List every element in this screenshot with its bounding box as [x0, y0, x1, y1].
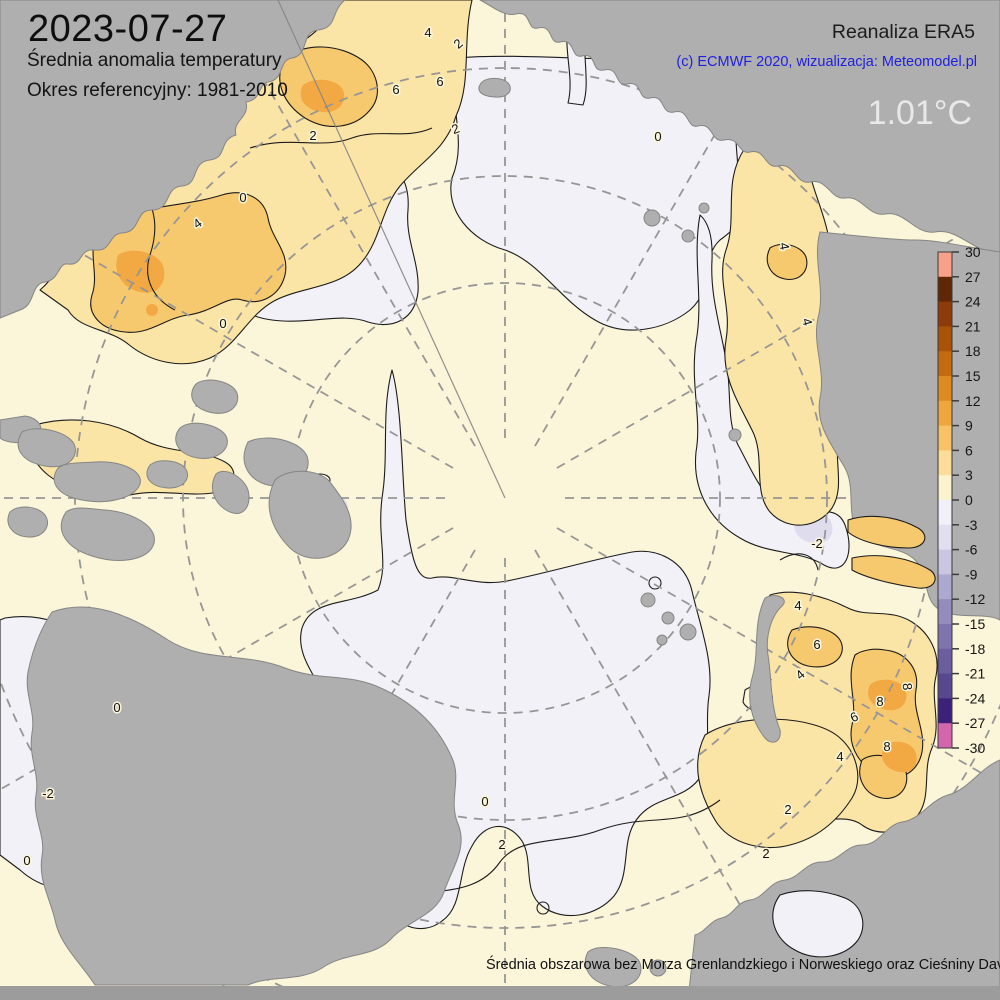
colorbar-segment: [938, 425, 952, 451]
land-novaya-zemlya: [749, 595, 785, 743]
land-scandinavia: [687, 759, 1000, 1000]
coastal-bays: [847, 515, 936, 589]
colorbar-tick-label: -6: [965, 542, 978, 558]
colorbar-segment: [938, 475, 952, 501]
map-subtitle: Średnia anomalia temperatury: [27, 50, 282, 71]
reference-period: Okres referencyjny: 1981-2010: [27, 80, 288, 101]
contour-label: -2: [42, 786, 54, 801]
colorbar-segment: [938, 524, 952, 551]
contour-label: 0: [654, 129, 661, 144]
island-new-siberian: [643, 209, 661, 227]
contour-label: 0: [113, 700, 120, 715]
contour-label: 0: [239, 190, 246, 205]
anomaly-region-warm3: [116, 79, 917, 773]
white-sea: [772, 890, 864, 958]
colorbar-segment: [938, 351, 952, 377]
contour-label: 8: [883, 739, 890, 754]
colorbar-tick-label: -3: [965, 517, 978, 533]
contour-label: 4: [836, 749, 843, 764]
map-date-title: 2023-07-27: [28, 8, 228, 50]
anomaly-region-warm2: [90, 46, 924, 799]
contour-label: 8: [900, 682, 916, 691]
land-top-strip: [479, 0, 1000, 256]
island-svalbard: [584, 947, 642, 988]
colorbar-segment: [938, 673, 952, 699]
colorbar-tick-label: -27: [965, 715, 985, 731]
area-average-note: Średnia obszarowa bez Morza Grenlandzkie…: [486, 957, 1000, 973]
colorbar-segment: [938, 450, 952, 476]
colorbar-segment: [938, 326, 952, 352]
meridian-spoke: [556, 527, 1000, 785]
colorbar-segment: [938, 400, 952, 427]
colorbar-tick-label: 6: [965, 442, 973, 458]
contour-label: 6: [436, 74, 443, 89]
land-greenland: [26, 606, 462, 986]
meridian-spoke: [534, 549, 796, 1000]
mean-anomaly-value: 1.01°C: [867, 94, 972, 132]
colorbar-tick-label: -15: [965, 616, 985, 632]
colorbar-tick-label: -30: [965, 740, 985, 756]
colorbar-segment: [938, 624, 952, 650]
colorbar-tick-label: 24: [965, 294, 981, 310]
contour-label: 6: [813, 637, 820, 652]
colorbar-tick-label: 15: [965, 368, 981, 384]
contour-label: 2: [784, 802, 791, 817]
contour-label: 0: [481, 794, 488, 809]
colorbar-segment: [938, 698, 952, 724]
colorbar-segment: [938, 252, 952, 278]
meridian-line: [277, 0, 506, 499]
contour-label: 4: [794, 598, 801, 613]
island-top: [478, 77, 511, 98]
contour-label: 2: [762, 846, 769, 861]
colorbar-segment: [938, 301, 952, 327]
contour-label: 0: [23, 853, 30, 868]
colorbar-tick-label: -9: [965, 566, 978, 582]
colorbar-segment: [938, 599, 952, 625]
colorbar-segment: [938, 376, 952, 402]
colorbar-segment: [938, 574, 952, 600]
contour-label: 0: [219, 316, 226, 331]
contour-label: 4: [424, 25, 431, 40]
meridian-spoke: [216, 0, 476, 447]
colorbar-tick-label: 3: [965, 467, 973, 483]
bottom-border-band: [0, 986, 1000, 1000]
colorbar-tick-label: 21: [965, 318, 981, 334]
colorbar-tick-label: 18: [965, 343, 981, 359]
contour-label: -2: [811, 536, 823, 551]
colorbar-tick-label: 9: [965, 418, 973, 434]
colorbar-segment: [938, 549, 952, 575]
copyright-credit: (c) ECMWF 2020, wizualizacja: Meteomodel…: [676, 54, 977, 70]
colorbar-tick-label: 12: [965, 393, 981, 409]
contour-label: 2: [498, 837, 505, 852]
island-severnaya: [640, 592, 656, 608]
contour-label: 2: [309, 128, 316, 143]
colorbar-segment: [938, 276, 952, 303]
data-source-label: Reanaliza ERA5: [831, 21, 975, 43]
colorbar-segment: [938, 723, 952, 749]
colorbar: 302724211815129630-3-6-9-12-15-18-21-24-…: [937, 244, 985, 756]
meridian-spoke: [0, 205, 454, 469]
colorbar-tick-label: -24: [965, 690, 985, 706]
colorbar-tick-label: -18: [965, 641, 985, 657]
colorbar-tick-label: -12: [965, 591, 985, 607]
contour-label: 6: [392, 82, 399, 97]
colorbar-tick-label: 0: [965, 492, 973, 508]
contour-label: 8: [876, 694, 883, 709]
colorbar-tick-label: -21: [965, 666, 985, 682]
land-top-left: [0, 0, 346, 319]
colorbar-segment: [938, 500, 952, 526]
colorbar-tick-label: 30: [965, 244, 981, 260]
colorbar-tick-label: 27: [965, 269, 981, 285]
colorbar-segment: [938, 648, 952, 675]
